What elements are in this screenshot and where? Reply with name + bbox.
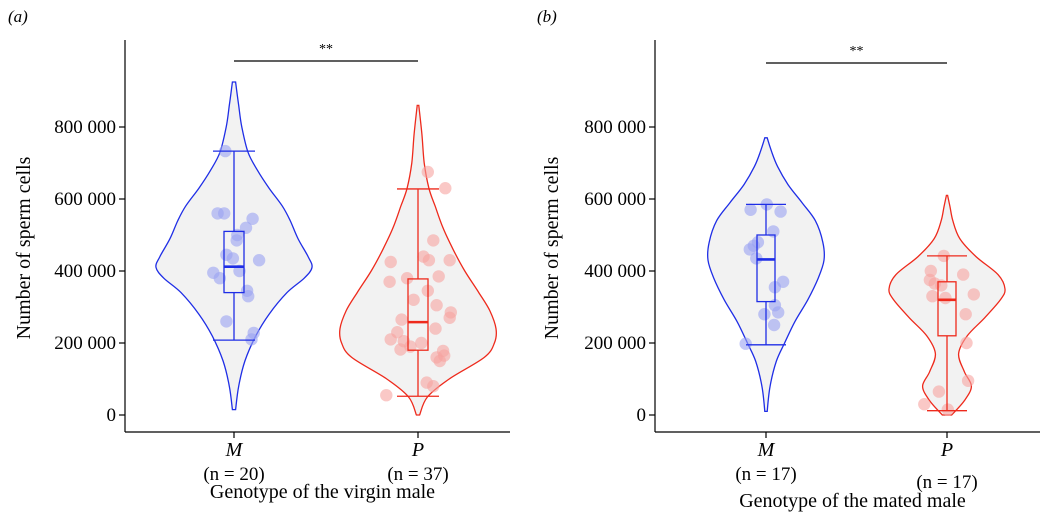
panel-a: (a) 0 200 000 400 000 600 000 800 000 Number o… [8,7,510,503]
data-point [415,336,428,350]
y-tick-label: 600 000 [584,189,646,210]
data-point [226,252,240,265]
data-point [246,212,259,225]
x-tick-label: M [757,439,776,461]
data-point [429,322,442,335]
y-tick-label: 400 000 [54,261,116,282]
data-point [959,308,972,321]
x-axis-title: Genotype of the mated male [739,490,966,512]
data-point [395,313,408,326]
panel-label: (b) [537,7,557,26]
y-axis-title: Number of sperm cells [541,156,563,339]
data-point [967,288,980,301]
data-point [767,225,780,238]
x-tick-label: P [940,439,953,461]
data-point [430,299,443,312]
significance-label: ** [319,42,333,57]
box-P [407,278,429,351]
data-point [384,333,397,346]
group-P: P (n = 37) [338,104,498,485]
data-point [957,268,970,281]
data-point [935,279,948,292]
data-point [380,389,393,402]
significance-label: ** [850,44,864,59]
data-point [443,254,456,267]
x-axis-title: Genotype of the virgin male [210,481,435,503]
group-n-label: (n = 37) [387,464,448,485]
data-point [941,403,954,416]
y-tick-label: 0 [637,405,647,426]
data-point [774,205,787,218]
y-axis-title: Number of sperm cells [13,156,35,339]
data-point [400,272,414,285]
y-tick-label: 0 [107,405,117,426]
y-tick-label: 400 000 [584,261,646,282]
data-point [744,203,757,216]
x-tick-label: M [225,439,244,461]
group-M: M (n = 20) [155,81,313,485]
box-P [937,281,957,337]
x-tick-label: P [411,439,424,461]
data-point [767,318,781,332]
data-point [743,243,756,256]
box-M [756,234,776,303]
group-M: M (n = 17) [706,137,826,485]
data-point [961,374,975,387]
data-point [433,354,446,368]
data-point [960,336,973,350]
data-point [739,337,752,350]
data-point [750,252,763,265]
data-point [242,290,255,303]
data-point [939,291,952,305]
data-point [422,254,436,267]
data-point [218,207,231,220]
panel-b: (b) 0 200 000 400 000 600 000 800 000 Number o… [537,7,1040,512]
data-point [758,308,771,321]
data-point [245,333,258,346]
violin-M [706,137,826,413]
y-tick-label: 800 000 [54,117,116,138]
group-n-label: (n = 20) [203,464,264,485]
data-point [421,165,434,179]
data-point [926,290,939,303]
data-point [932,385,946,398]
data-point [432,270,445,283]
group-n-label: (n = 17) [735,464,796,485]
data-point [772,306,785,319]
y-tick-label: 200 000 [54,333,116,354]
group-P: P (n = 17) [888,194,1006,493]
data-point [252,254,266,267]
y-tick-label: 600 000 [54,189,116,210]
box-M [223,230,245,294]
data-point [383,275,396,288]
data-point [427,380,440,393]
data-point [384,255,397,269]
data-point [220,315,233,328]
data-point [213,272,226,285]
data-point [439,182,452,195]
group-n-label: (n = 17) [916,472,977,493]
panel-label: (a) [8,7,28,26]
y-tick-label: 800 000 [584,117,646,138]
data-point [407,293,420,306]
data-point [924,264,937,278]
data-point [918,398,931,411]
data-point [394,343,407,356]
data-point [427,234,440,247]
data-point [443,311,456,324]
y-tick-label: 200 000 [584,333,646,354]
data-point [230,234,243,247]
